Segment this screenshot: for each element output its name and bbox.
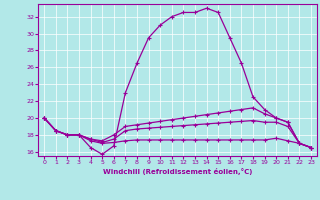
X-axis label: Windchill (Refroidissement éolien,°C): Windchill (Refroidissement éolien,°C) xyxy=(103,168,252,175)
